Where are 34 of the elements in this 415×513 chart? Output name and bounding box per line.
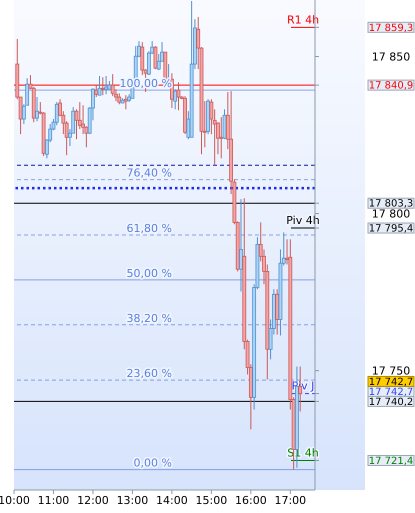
y-tick-label: 17 803,3: [368, 198, 414, 210]
x-tick-label: 17:00: [274, 494, 306, 507]
y-tick-label: 17 840,9: [368, 80, 414, 92]
candlestick: [98, 76, 102, 96]
x-tick-label: 12:00: [77, 494, 109, 507]
annotation: 23,60 %: [126, 367, 172, 380]
annotation: 61,80 %: [126, 222, 172, 235]
candlestick: [154, 46, 158, 70]
candlestick: [239, 198, 243, 292]
candlestick: [110, 74, 115, 97]
candlestick: [156, 54, 161, 71]
candlestick: [222, 108, 226, 140]
candlestick: [104, 76, 108, 95]
candlestick: [117, 92, 122, 105]
x-tick-label: 16:00: [235, 494, 267, 507]
candlestick: [35, 96, 39, 122]
x-tick-label: 14:00: [156, 494, 188, 507]
x-tick-label: 15:00: [196, 494, 228, 507]
y-tick-label: 17 721,4: [368, 456, 414, 467]
x-tick-label: 11:00: [38, 494, 70, 507]
ref-line-label: R1 4h: [286, 13, 320, 26]
y-tick-label: 17 750: [372, 364, 410, 378]
annotation: 76,40 %: [126, 166, 172, 180]
annotation: 38,20 %: [126, 312, 172, 325]
annotation: 0,00 %: [133, 456, 172, 470]
y-tick-label: 17 859,3: [368, 22, 414, 34]
y-tick-label: 17 850: [372, 50, 410, 64]
y-tick-label: 17 800: [372, 208, 410, 221]
y-tick-label: 17 742,7: [368, 386, 414, 398]
annotation: 50,00 %: [126, 266, 172, 280]
x-tick-label: 13:00: [116, 494, 148, 507]
y-tick-label: 17 740,2: [368, 396, 414, 408]
y-tick-label: 17 795,4: [368, 224, 414, 235]
candlestick: [176, 82, 180, 111]
